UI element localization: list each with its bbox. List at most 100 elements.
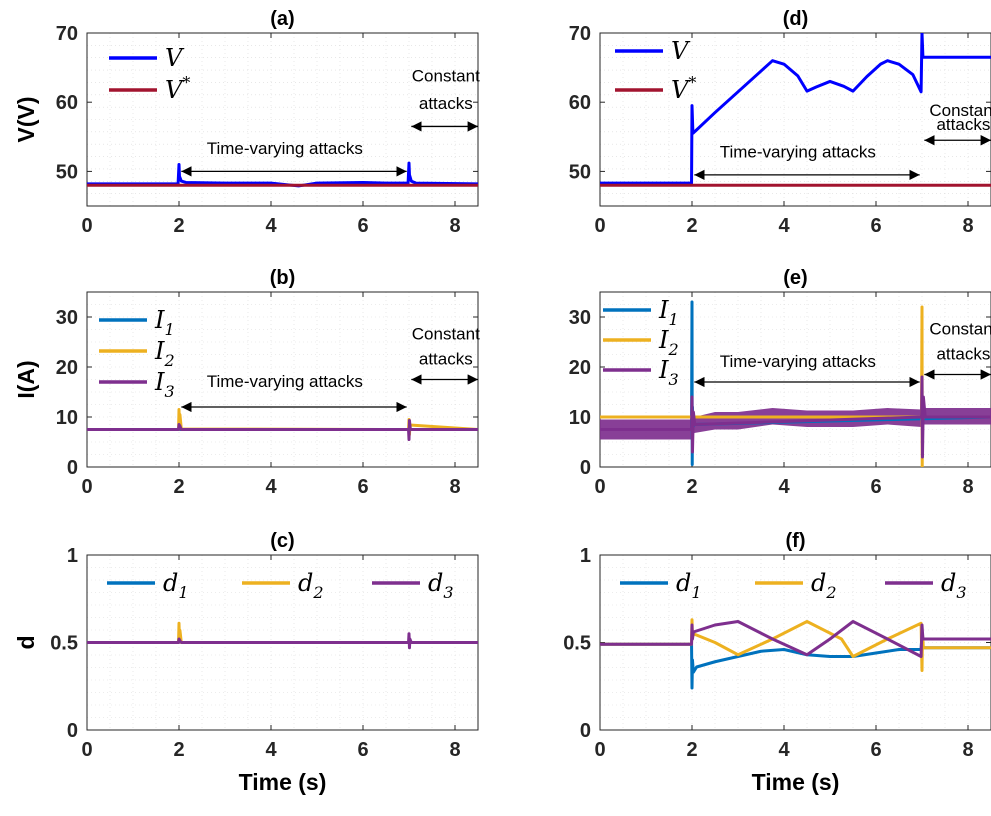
y-axis-label: I(A) [13,360,39,398]
oscillation-band [600,408,991,440]
y-tick-label: 20 [569,357,591,379]
y-tick-label: 50 [569,161,591,183]
panel-title: (b) [270,267,296,289]
legend-subscript: 3 [956,583,966,602]
y-tick-label: 0 [580,720,591,742]
legend-subscript: 2 [312,583,323,602]
y-tick-label: 10 [569,407,591,429]
plot-area [87,161,478,188]
plot-area [600,618,991,690]
annotation-text: Constant [929,320,991,339]
legend-entry: d2 [811,569,837,602]
series-line-d3 [87,632,478,650]
x-tick-label: 4 [778,739,790,761]
panel-f: 0 2 4 6 800.51(f)Time (s)d1 d2 d3 [563,530,991,795]
x-tick-label: 8 [962,476,973,498]
x-tick-label: 2 [173,476,184,498]
y-tick-label: 30 [569,307,591,329]
legend-symbol: d [298,569,313,597]
x-tick-label: 4 [265,215,277,237]
legend-symbol: V [671,76,691,104]
annotation-text: Constant [412,66,480,85]
series-line-V [600,33,991,185]
axes-box [599,32,991,207]
legend-symbol: I [154,368,165,396]
plot-area [87,408,478,441]
panel-title: (c) [270,530,294,552]
x-tick-label: 0 [81,476,92,498]
legend-symbol: I [658,326,669,354]
legend-subscript: 1 [178,583,188,602]
x-tick-label: 0 [81,739,92,761]
plot-area [87,621,478,650]
axes-box [86,32,479,207]
panel-title: (f) [786,530,806,552]
legend-symbol: V [165,44,185,72]
annotation-text: Time-varying attacks [720,352,876,371]
x-tick-label: 4 [265,739,277,761]
legend-symbol: I [658,356,669,384]
legend-symbol: d [811,569,826,597]
legend-entry: V [165,44,185,72]
y-tick-label: 0.5 [50,633,78,655]
legend-entry: d3 [941,569,967,602]
x-tick-label: 4 [778,476,790,498]
x-tick-label: 2 [686,476,697,498]
x-tick-label: 6 [870,739,881,761]
legend-entry: V [671,37,691,65]
legend-superscript: * [688,73,696,92]
panel-title: (e) [783,267,807,289]
x-tick-label: 6 [870,215,881,237]
y-axis-label: V(V) [13,97,39,143]
plot-area [600,33,991,187]
y-tick-label: 10 [56,407,78,429]
legend-subscript: 3 [668,370,678,389]
panel-e: 0 2 4 6 8 0 10 20 30 (e) Time-varying attacks Const… [569,267,991,498]
legend-subscript: 3 [443,583,453,602]
series-line-I3 [87,419,478,441]
y-tick-label: 0.5 [563,633,591,655]
legend-symbol: I [154,306,165,334]
x-tick-label: 6 [357,739,368,761]
panel-d: 0 2 4 6 8 50 60 70 (d) Time-varying attacks Consta… [569,8,991,237]
legend-entry: I3 [154,368,175,401]
legend-entry: I1 [154,306,175,339]
y-tick-label: 0 [67,720,78,742]
x-tick-label: 8 [962,739,973,761]
y-tick-label: 1 [580,545,591,567]
annotation-text: attacks [419,350,473,369]
annotation-text: Time-varying attacks [720,143,876,162]
axes-box [599,291,991,468]
legend-symbol: I [154,337,165,365]
x-tick-label: 2 [173,739,184,761]
legend-entry: I1 [658,296,679,329]
y-tick-label: 1 [67,545,78,567]
x-tick-label: 0 [81,215,92,237]
x-tick-label: 2 [173,215,184,237]
legend-entry: d1 [676,569,702,602]
panel-title: (a) [270,8,294,30]
legend-subscript: 2 [825,583,836,602]
y-tick-label: 60 [56,92,78,114]
annotation-text: attacks [936,115,990,134]
y-tick-label: 30 [56,307,78,329]
legend-entry: d3 [428,569,454,602]
x-tick-label: 2 [686,215,697,237]
legend-subscript: 3 [164,382,174,401]
legend-entry: I3 [658,356,679,389]
x-tick-label: 4 [265,476,277,498]
legend-symbol: V [165,76,185,104]
annotation-text: Constant [929,101,991,120]
legend-subscript: 1 [691,583,701,602]
x-tick-label: 0 [594,739,605,761]
y-tick-label: 20 [56,357,78,379]
annotation-text: attacks [419,94,473,113]
x-axis-label: Time (s) [752,769,840,795]
x-axis-label: Time (s) [239,769,327,795]
series-line-I3 [600,375,991,459]
legend-subscript: 1 [668,310,678,329]
x-tick-label: 6 [357,476,368,498]
annotation-text: attacks [936,345,990,364]
